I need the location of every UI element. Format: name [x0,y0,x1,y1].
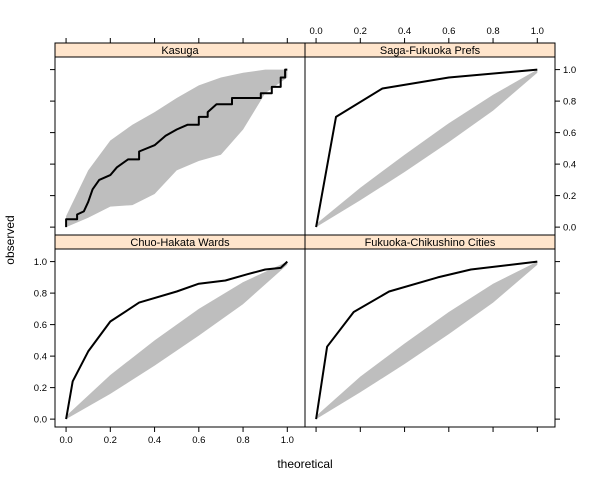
series-line-3 [315,260,538,420]
y-tick-label-right: 0.0 [563,223,576,234]
strip-label-1: Saga-Fukuoka Prefs [380,45,481,57]
x-tick-label-top: 0.0 [309,26,322,37]
y-tick-label-left: 0.4 [34,352,47,363]
panel-1: Saga-Fukuoka Prefs [304,42,556,236]
y-tick-label-left: 0.6 [34,320,47,331]
panels-layer: Kasuga Saga-Fukuoka Prefs Chuo-Hakata Ward… [54,42,556,428]
band-2 [66,261,288,420]
x-tick-label-top: 0.2 [354,26,367,37]
x-tick-label-top: 1.0 [531,26,544,37]
y-axis-title: observed [3,215,17,264]
strip-label-2: Chuo-Hakata Wards [130,237,230,249]
series-line-0 [65,68,288,228]
band-3 [316,261,538,420]
y-tick-label-left: 0.8 [34,289,47,300]
strip-label-0: Kasuga [161,45,199,57]
x-tick-label-top: 0.4 [398,26,411,37]
panel-0: Kasuga [54,42,306,236]
x-tick-label-top: 0.8 [486,26,499,37]
x-tick-label-bottom: 0.0 [59,435,72,446]
x-tick-label-bottom: 1.0 [281,435,294,446]
band-0 [66,69,288,228]
axes-layer: 0.0 0.0 0.0 0.0 0.2 0.2 0.2 0.2 0.4 0.4 0.4 0.4 0.6 0… [34,26,576,446]
panel-frame-3 [304,248,556,428]
y-tick-label-right: 0.4 [563,160,576,171]
x-tick-label-bottom: 0.8 [236,435,249,446]
x-axis-title: theoretical [277,457,332,471]
panel-3: Fukuoka-Chikushino Cities [304,234,556,428]
series-line-1 [315,68,538,228]
band-1 [316,69,538,228]
y-tick-label-right: 1.0 [563,65,576,76]
x-tick-label-top: 0.6 [442,26,455,37]
y-tick-label-left: 1.0 [34,257,47,268]
x-tick-label-bottom: 0.2 [104,435,117,446]
y-tick-label-right: 0.8 [563,97,576,108]
y-tick-label-left: 0.2 [34,383,47,394]
y-tick-label-right: 0.6 [563,128,576,139]
strip-label-3: Fukuoka-Chikushino Cities [365,237,496,249]
y-tick-label-right: 0.2 [563,191,576,202]
series-line-2 [65,260,288,420]
x-tick-label-bottom: 0.4 [148,435,161,446]
y-tick-label-left: 0.0 [34,415,47,426]
x-tick-label-bottom: 0.6 [192,435,205,446]
panel-2: Chuo-Hakata Wards [54,234,306,428]
